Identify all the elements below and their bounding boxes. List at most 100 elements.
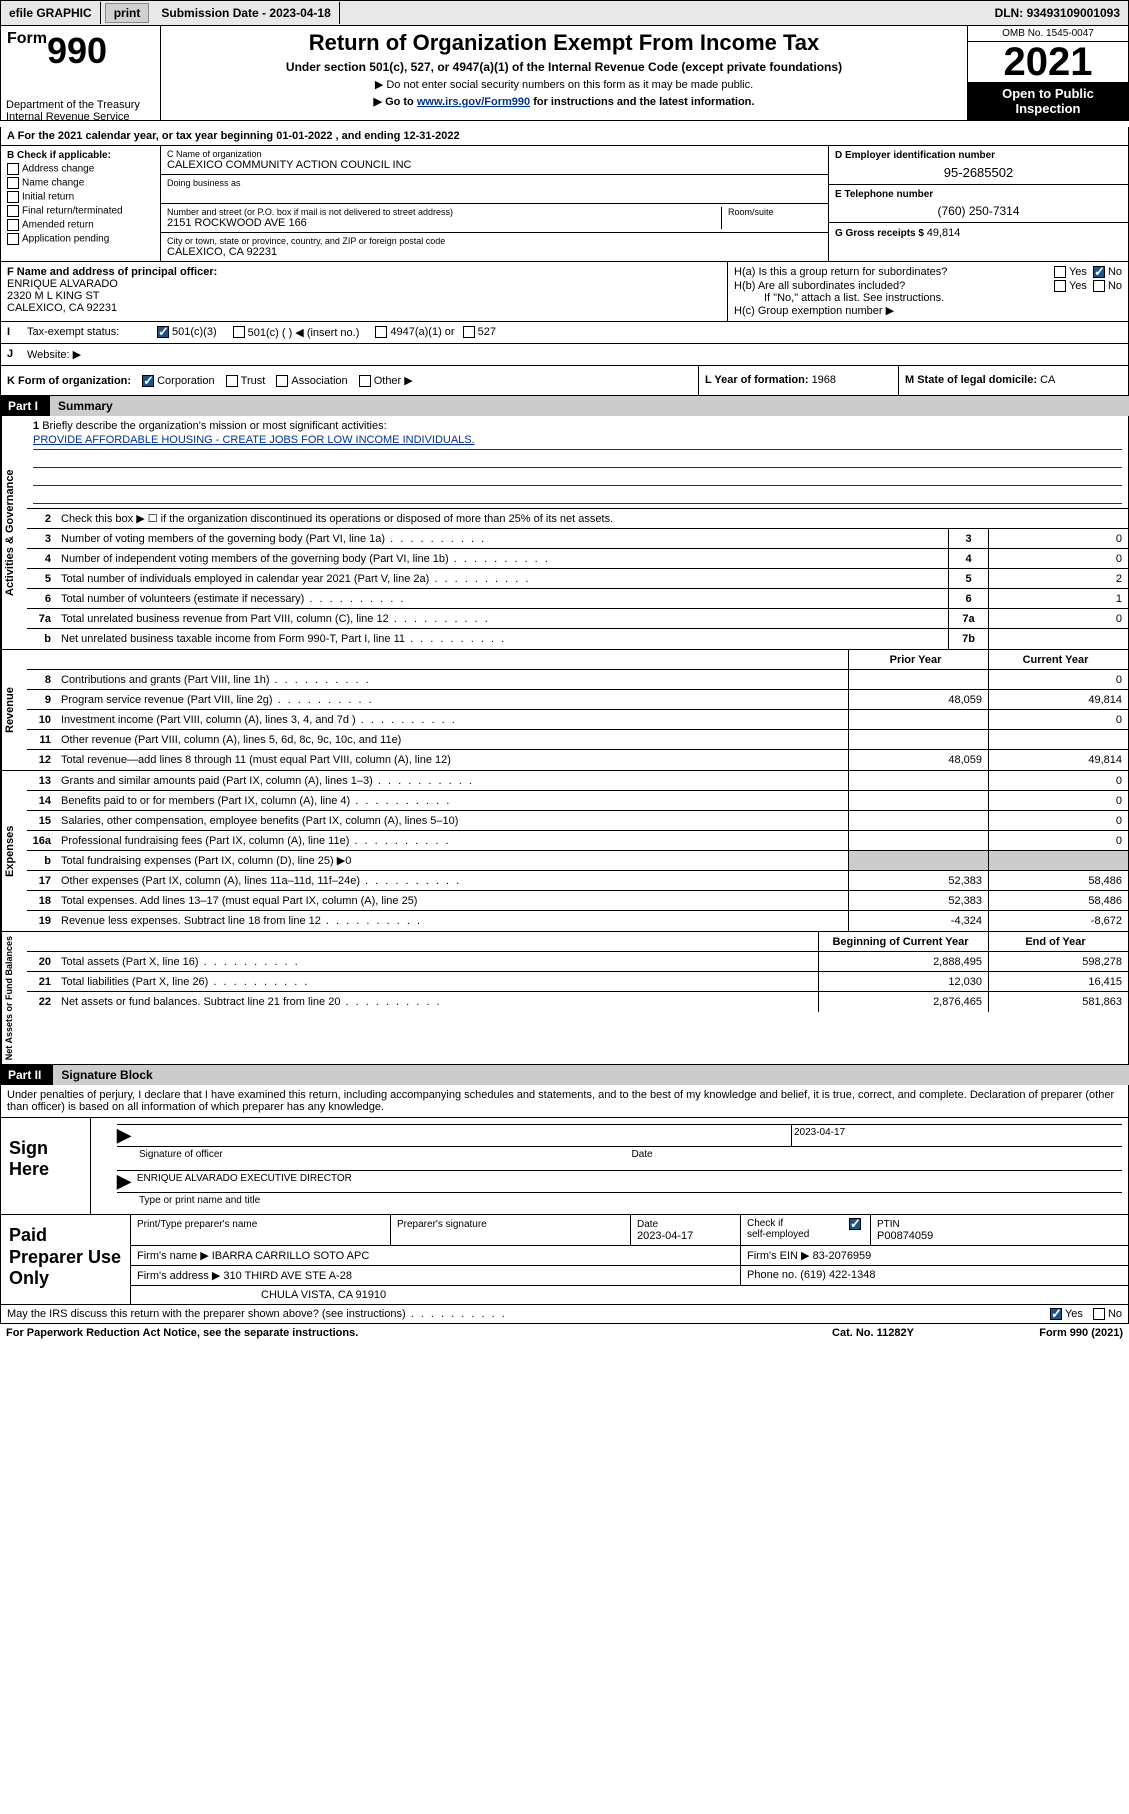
val-7a: 0 [988, 609, 1128, 628]
form-title: Return of Organization Exempt From Incom… [169, 30, 959, 56]
entity-grid: B Check if applicable: Address change Na… [0, 146, 1129, 262]
col-right: D Employer identification number 95-2685… [828, 146, 1128, 261]
chk-hb-no[interactable] [1093, 280, 1105, 292]
chk-trust[interactable] [226, 375, 238, 387]
topbar: efile GRAPHIC print Submission Date - 20… [0, 0, 1129, 26]
bottom-row: For Paperwork Reduction Act Notice, see … [0, 1324, 1129, 1342]
form-subtitle: Under section 501(c), 527, or 4947(a)(1)… [169, 60, 959, 74]
governance-section: Activities & Governance 1 Briefly descri… [0, 416, 1129, 650]
val-18p: 52,383 [848, 891, 988, 910]
tax-status-row: I Tax-exempt status: 501(c)(3) 501(c) ( … [0, 322, 1129, 344]
open-public: Open to Public Inspection [968, 82, 1128, 120]
val-21c: 16,415 [988, 972, 1128, 991]
ptin: P00874059 [877, 1230, 933, 1242]
org-name: CALEXICO COMMUNITY ACTION COUNCIL INC [167, 159, 822, 171]
chk-assoc[interactable] [276, 375, 288, 387]
chk-final[interactable] [7, 205, 19, 217]
val-20c: 598,278 [988, 952, 1128, 971]
print-button[interactable]: print [105, 3, 150, 23]
val-6: 1 [988, 589, 1128, 608]
org-street: 2151 ROCKWOOD AVE 166 [167, 217, 715, 229]
val-4: 0 [988, 549, 1128, 568]
chk-other[interactable] [359, 375, 371, 387]
chk-discuss-yes[interactable] [1050, 1308, 1062, 1320]
val-22c: 581,863 [988, 992, 1128, 1012]
tax-year: 2021 [968, 42, 1128, 82]
submission-date: Submission Date - 2023-04-18 [153, 2, 339, 24]
val-7b [988, 629, 1128, 649]
dept-row: Department of the Treasury Internal Reve… [0, 95, 160, 127]
part1-header: Part I Summary [0, 396, 1129, 416]
firm-name: IBARRA CARRILLO SOTO APC [212, 1250, 370, 1262]
chk-hb-yes[interactable] [1054, 280, 1066, 292]
val-5: 2 [988, 569, 1128, 588]
val-22p: 2,876,465 [818, 992, 988, 1012]
sign-block: Sign Here ▶ 2023-04-17 Signature of offi… [0, 1118, 1129, 1215]
ein: 95-2685502 [835, 165, 1122, 180]
chk-discuss-no[interactable] [1093, 1308, 1105, 1320]
section-a: A For the 2021 calendar year, or tax yea… [0, 127, 1129, 146]
discuss-row: May the IRS discuss this return with the… [0, 1305, 1129, 1324]
val-19p: -4,324 [848, 911, 988, 931]
part2-header: Part II Signature Block [0, 1065, 1129, 1085]
chk-self-employed[interactable] [849, 1218, 861, 1230]
chk-initial[interactable] [7, 191, 19, 203]
chk-corp[interactable] [142, 375, 154, 387]
col-b-checkboxes: B Check if applicable: Address change Na… [1, 146, 161, 261]
chk-name[interactable] [7, 177, 19, 189]
val-12c: 49,814 [988, 750, 1128, 770]
val-9c: 49,814 [988, 690, 1128, 709]
col-name-address: C Name of organization CALEXICO COMMUNIT… [161, 146, 828, 261]
officer-name-title: ENRIQUE ALVARADO EXECUTIVE DIRECTOR [135, 1171, 1122, 1192]
chk-501c3[interactable] [157, 326, 169, 338]
name-arrow-icon: ▶ [117, 1171, 131, 1192]
year-formation: 1968 [812, 374, 836, 386]
title-cell: Return of Organization Exempt From Incom… [161, 26, 968, 120]
chk-501c[interactable] [233, 326, 245, 338]
chk-address[interactable] [7, 163, 19, 175]
chk-ha-no[interactable] [1093, 266, 1105, 278]
val-12p: 48,059 [848, 750, 988, 770]
principal-row: F Name and address of principal officer:… [0, 262, 1129, 322]
phone: (760) 250-7314 [835, 204, 1122, 218]
gross-receipts: 49,814 [927, 227, 961, 239]
sig-date: 2023-04-17 [791, 1125, 1122, 1146]
officer-name: ENRIQUE ALVARADO [7, 278, 721, 290]
form-990-number: 990 [47, 30, 107, 71]
netassets-section: Net Assets or Fund Balances Beginning of… [0, 932, 1129, 1065]
revenue-section: Revenue Prior YearCurrent Year 8Contribu… [0, 650, 1129, 771]
chk-ha-yes[interactable] [1054, 266, 1066, 278]
form-header: Form990 Return of Organization Exempt Fr… [0, 26, 1129, 121]
val-3: 0 [988, 529, 1128, 548]
val-18c: 58,486 [988, 891, 1128, 910]
dept-treasury: Department of the Treasury Internal Reve… [0, 95, 160, 127]
chk-pending[interactable] [7, 233, 19, 245]
val-17c: 58,486 [988, 871, 1128, 890]
preparer-block: Paid Preparer Use Only Print/Type prepar… [0, 1215, 1129, 1305]
form-word: Form [7, 30, 47, 47]
val-19c: -8,672 [988, 911, 1128, 931]
firm-ein: 83-2076959 [813, 1250, 872, 1262]
chk-4947[interactable] [375, 326, 387, 338]
irs-link[interactable]: www.irs.gov/Form990 [417, 96, 530, 108]
chk-amended[interactable] [7, 219, 19, 231]
sig-arrow-icon: ▶ [117, 1125, 131, 1146]
perjury-text: Under penalties of perjury, I declare th… [0, 1085, 1129, 1118]
expenses-section: Expenses 13Grants and similar amounts pa… [0, 771, 1129, 932]
dln: DLN: 93493109001093 [987, 2, 1128, 24]
chk-527[interactable] [463, 326, 475, 338]
org-city: CALEXICO, CA 92231 [167, 246, 822, 258]
preparer-phone: (619) 422-1348 [800, 1269, 875, 1281]
val-9p: 48,059 [848, 690, 988, 709]
year-cell: OMB No. 1545-0047 2021 Open to Public In… [968, 26, 1128, 120]
val-20p: 2,888,495 [818, 952, 988, 971]
website-row: J Website: ▶ [0, 344, 1129, 366]
form-note1: ▶ Do not enter social security numbers o… [169, 78, 959, 91]
domicile: CA [1040, 374, 1055, 386]
val-21p: 12,030 [818, 972, 988, 991]
efile-label: efile GRAPHIC [1, 2, 101, 24]
k-row: K Form of organization: Corporation Trus… [0, 366, 1129, 396]
form-note2: ▶ Go to www.irs.gov/Form990 for instruct… [169, 95, 959, 108]
mission-text[interactable]: PROVIDE AFFORDABLE HOUSING - CREATE JOBS… [33, 434, 475, 446]
val-17p: 52,383 [848, 871, 988, 890]
